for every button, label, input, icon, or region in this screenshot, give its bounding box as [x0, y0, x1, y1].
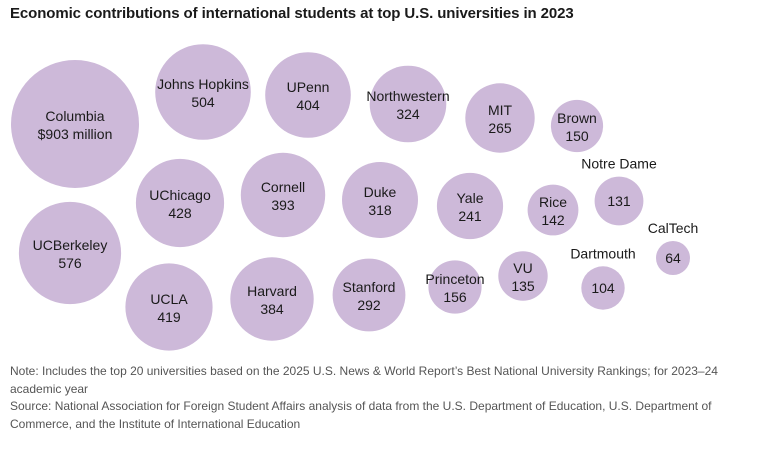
bubble-duke: Duke 318	[342, 162, 418, 238]
bubble-label-upenn: UPenn	[287, 79, 330, 95]
bubble-label-brown: Brown	[557, 110, 597, 126]
bubble-circle-cornell	[240, 152, 326, 238]
bubble-value-yale: 241	[458, 208, 482, 224]
bubble-label-caltech: CalTech	[648, 220, 699, 236]
bubble-rice: Rice 142	[527, 184, 579, 236]
bubble-circle-uchicago	[135, 158, 225, 248]
bubble-harvard: Harvard 384	[230, 257, 314, 341]
bubble-value-northwestern: 324	[396, 106, 420, 122]
bubble-label-yale: Yale	[457, 190, 484, 206]
bubble-circle-stanford	[332, 258, 406, 332]
bubble-circle-columbia	[11, 60, 139, 188]
bubble-value-mit: 265	[488, 120, 512, 136]
bubble-chart: Columbia $903 million UCBerkeley 576 Johns H…	[11, 44, 699, 351]
bubble-value-harvard: 384	[260, 301, 284, 317]
bubble-johns-hopkins: Johns Hopkins 504	[155, 44, 251, 140]
bubble-columbia: Columbia $903 million	[11, 60, 139, 188]
bubble-value-uchicago: 428	[168, 205, 192, 221]
bubble-circle-northwestern	[369, 65, 447, 143]
note-text: Note: Includes the top 20 universities b…	[10, 364, 718, 396]
bubble-circle-upenn	[265, 52, 351, 138]
bubble-circle-notre-dame	[594, 176, 644, 226]
bubble-caltech: CalTech 64	[648, 220, 699, 275]
bubble-circle-johns-hopkins	[155, 44, 251, 140]
bubble-value-duke: 318	[368, 202, 392, 218]
bubble-value-vu: 135	[511, 278, 535, 294]
chart-title: Economic contributions of international …	[10, 5, 574, 22]
bubble-circle-harvard	[230, 257, 314, 341]
bubble-value-cornell: 393	[271, 197, 295, 213]
bubble-value-rice: 142	[541, 212, 565, 228]
bubble-circle-princeton	[428, 260, 482, 314]
bubble-label-princeton: Princeton	[425, 271, 484, 287]
bubble-circle-caltech	[656, 241, 690, 275]
bubble-value-princeton: 156	[443, 289, 467, 305]
bubble-uchicago: UChicago 428	[135, 158, 225, 248]
bubble-label-rice: Rice	[539, 194, 567, 210]
bubble-label-notre-dame: Notre Dame	[581, 156, 657, 172]
bubble-dartmouth: Dartmouth 104	[570, 245, 636, 310]
chart-notes: Note: Includes the top 20 universities b…	[10, 363, 740, 433]
bubble-label-northwestern: Northwestern	[366, 88, 449, 104]
bubble-northwestern: Northwestern 324	[366, 65, 450, 143]
bubble-yale: Yale 241	[436, 172, 504, 240]
bubble-value-stanford: 292	[357, 297, 381, 313]
bubble-circle-rice	[527, 184, 579, 236]
bubble-value-johns-hopkins: 504	[191, 94, 215, 110]
bubble-brown: Brown 150	[550, 99, 604, 153]
bubble-circle-dartmouth	[581, 266, 625, 310]
bubble-label-harvard: Harvard	[247, 283, 297, 299]
bubble-notre-dame: Notre Dame 131	[581, 156, 657, 226]
bubble-value-upenn: 404	[296, 97, 320, 113]
bubble-mit: MIT 265	[465, 83, 535, 153]
bubble-circle-ucla	[125, 263, 213, 351]
bubble-label-cornell: Cornell	[261, 179, 305, 195]
bubble-value-dartmouth: 104	[591, 280, 615, 296]
bubble-label-ucberkeley: UCBerkeley	[33, 237, 108, 253]
bubble-label-mit: MIT	[488, 102, 513, 118]
bubble-label-duke: Duke	[364, 184, 397, 200]
bubble-value-ucla: 419	[157, 309, 181, 325]
bubble-cornell: Cornell 393	[240, 152, 326, 238]
bubble-circle-vu	[498, 251, 548, 301]
bubble-label-vu: VU	[513, 260, 532, 276]
bubble-value-caltech: 64	[665, 250, 681, 266]
bubble-vu: VU 135	[498, 251, 548, 301]
source-text: Source: National Association for Foreign…	[10, 399, 712, 431]
bubble-label-uchicago: UChicago	[149, 187, 211, 203]
bubble-value-brown: 150	[565, 128, 589, 144]
bubble-label-columbia: Columbia	[45, 108, 104, 124]
bubble-circle-mit	[465, 83, 535, 153]
bubble-label-ucla: UCLA	[150, 291, 188, 307]
bubble-ucberkeley: UCBerkeley 576	[18, 201, 122, 305]
bubble-value-notre-dame: 131	[607, 193, 631, 209]
bubble-label-stanford: Stanford	[343, 279, 396, 295]
bubble-circle-ucberkeley	[18, 201, 122, 305]
bubble-circle-brown	[550, 99, 604, 153]
bubble-circle-yale	[436, 172, 504, 240]
bubble-princeton: Princeton 156	[425, 260, 485, 314]
bubble-label-dartmouth: Dartmouth	[570, 245, 635, 261]
bubble-circle-duke	[342, 162, 418, 238]
bubble-value-columbia: $903 million	[38, 126, 113, 142]
bubble-stanford: Stanford 292	[332, 258, 406, 332]
bubble-ucla: UCLA 419	[125, 263, 213, 351]
bubble-value-ucberkeley: 576	[58, 255, 82, 271]
bubble-upenn: UPenn 404	[265, 52, 351, 138]
bubble-label-johns-hopkins: Johns Hopkins	[157, 76, 249, 92]
